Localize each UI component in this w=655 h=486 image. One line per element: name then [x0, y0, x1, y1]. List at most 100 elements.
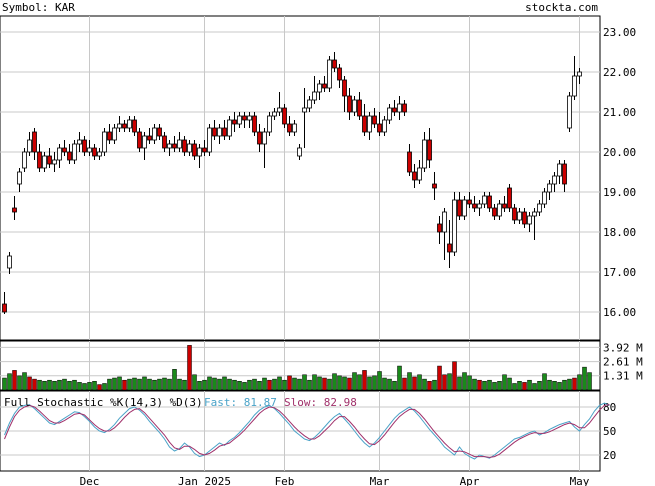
candle [392, 100, 397, 116]
candle-body [492, 207, 497, 217]
volume-bar [462, 372, 467, 391]
volume-bar [72, 379, 77, 391]
candle [2, 292, 7, 314]
volume-bar [177, 378, 182, 391]
candle [447, 220, 452, 268]
candle [232, 112, 237, 132]
candle-body [17, 171, 22, 185]
candle-body [267, 115, 272, 133]
volume-bar [2, 377, 7, 391]
candle-body [567, 95, 572, 129]
candle-body [117, 123, 122, 129]
candle [217, 124, 222, 144]
candle [17, 168, 22, 192]
candle-body [572, 75, 577, 97]
x-axis-label: Mar [370, 475, 390, 486]
volume-bar [502, 374, 507, 391]
fast-label: Fast: 81.87 [204, 396, 277, 409]
volume-bar [252, 378, 257, 391]
volume-tick-label: 2.61 M [603, 356, 643, 369]
candle-body [532, 211, 537, 217]
candle-body [122, 123, 127, 129]
candle [112, 124, 117, 144]
candle-body [197, 147, 202, 157]
candle-body [102, 131, 107, 153]
volume-bar [487, 379, 492, 391]
site-label: stockta.com [525, 1, 598, 14]
candle-body [12, 207, 17, 213]
candle [127, 116, 132, 132]
candle [477, 200, 482, 216]
candle-body [147, 135, 152, 141]
volume-bar [112, 377, 117, 391]
volume-bar [497, 381, 502, 391]
candle [22, 148, 27, 172]
candle [532, 208, 537, 240]
volume-bar [422, 378, 427, 391]
candle-body [577, 71, 582, 77]
volume-bar [12, 370, 17, 391]
candle [567, 92, 572, 132]
volume-bar [87, 382, 92, 391]
candle-body [82, 139, 87, 153]
volume-bar [427, 381, 432, 391]
slow-label: Slow: 82.98 [284, 396, 357, 409]
candle-body [217, 127, 222, 137]
candle [577, 68, 582, 84]
candle [72, 140, 77, 164]
volume-bar [507, 377, 512, 391]
candle [407, 144, 412, 176]
volume-bar [492, 382, 497, 391]
candle-body [502, 203, 507, 209]
x-axis-labels: Dec Jan 2025 Feb Mar Apr May [80, 475, 590, 486]
candle [422, 132, 427, 172]
candle [37, 144, 42, 172]
candle [137, 128, 142, 152]
symbol-label: Symbol: KAR [2, 1, 75, 14]
candle-body [172, 143, 177, 149]
volume-bar [537, 381, 542, 391]
volume-tick-labels: 3.92 M 2.61 M1.31 M [603, 341, 643, 382]
candle [457, 192, 462, 220]
candle [572, 56, 577, 100]
candle [272, 108, 277, 120]
candle-body [327, 59, 332, 89]
candle [552, 172, 557, 192]
candle [207, 124, 212, 156]
candle-body [562, 163, 567, 185]
candle [377, 112, 382, 136]
volume-bar [392, 381, 397, 391]
volume-bar [582, 366, 587, 391]
volume-bar [62, 378, 67, 391]
volume-bar [222, 376, 227, 391]
candle [402, 100, 407, 116]
volume-bar [227, 378, 232, 391]
candle [247, 112, 252, 128]
candle-body [387, 107, 392, 121]
volume-bar [42, 381, 47, 391]
volume-bar [547, 379, 552, 391]
candle-body [472, 203, 477, 209]
candle [292, 120, 297, 136]
candle [92, 144, 97, 160]
candle-body [432, 183, 437, 189]
volume-bar [352, 372, 357, 391]
candle [427, 128, 432, 168]
volume-bar [342, 376, 347, 391]
candle [32, 128, 37, 160]
candle [482, 192, 487, 208]
candle [507, 184, 512, 212]
candle [257, 124, 262, 152]
price-tick-label: 18.00 [603, 226, 636, 239]
candle [177, 132, 182, 152]
candle-body [177, 139, 182, 149]
volume-bar [372, 375, 377, 391]
candle-body [402, 103, 407, 113]
volume-bar [532, 383, 537, 391]
candle [312, 76, 317, 104]
candle-body [537, 203, 542, 213]
candle-body [257, 131, 262, 145]
candle-body [292, 123, 297, 133]
candle [212, 120, 217, 140]
candle [332, 52, 337, 72]
